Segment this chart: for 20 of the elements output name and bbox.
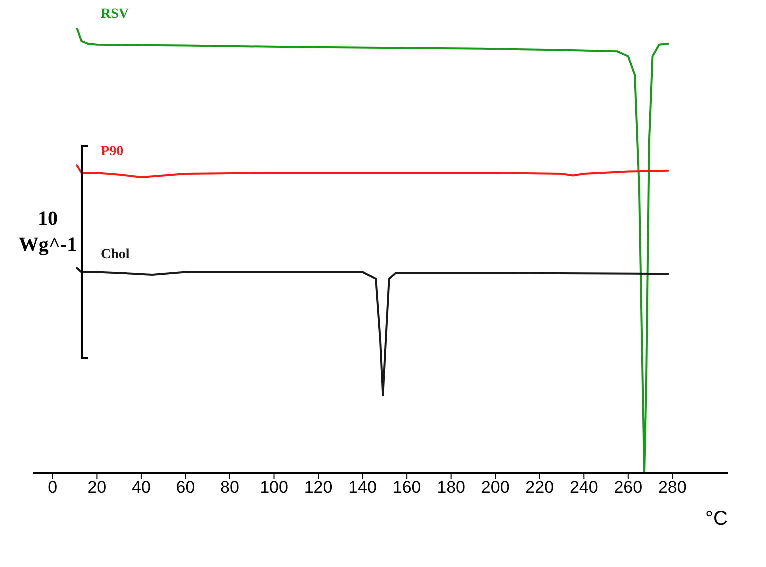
x-tick-label: 60 <box>176 478 196 498</box>
x-tick-label: 40 <box>132 478 151 498</box>
series-label: RSV <box>101 7 130 22</box>
annotation: 10 Wg^-1 <box>18 207 78 258</box>
x-tick-label: 160 <box>392 478 422 498</box>
series-label: P90 <box>101 144 124 160</box>
x-tick-label: 0 <box>48 478 58 498</box>
x-tick-label: 220 <box>526 478 554 498</box>
x-tick-label: 120 <box>304 478 333 498</box>
x-tick-label: 280 <box>658 478 687 498</box>
x-axis-title: °C <box>706 508 728 530</box>
series-label: Chol <box>101 247 130 262</box>
x-tick-label: 140 <box>348 478 377 498</box>
x-tick-label: 100 <box>260 478 288 498</box>
x-tick-label: 200 <box>481 478 510 498</box>
x-tick-label: 260 <box>614 478 643 498</box>
x-tick-label: 180 <box>437 478 466 498</box>
x-tick-label: 240 <box>570 478 598 498</box>
x-tick-label: 80 <box>220 478 240 498</box>
x-tick-label: 20 <box>88 478 107 498</box>
